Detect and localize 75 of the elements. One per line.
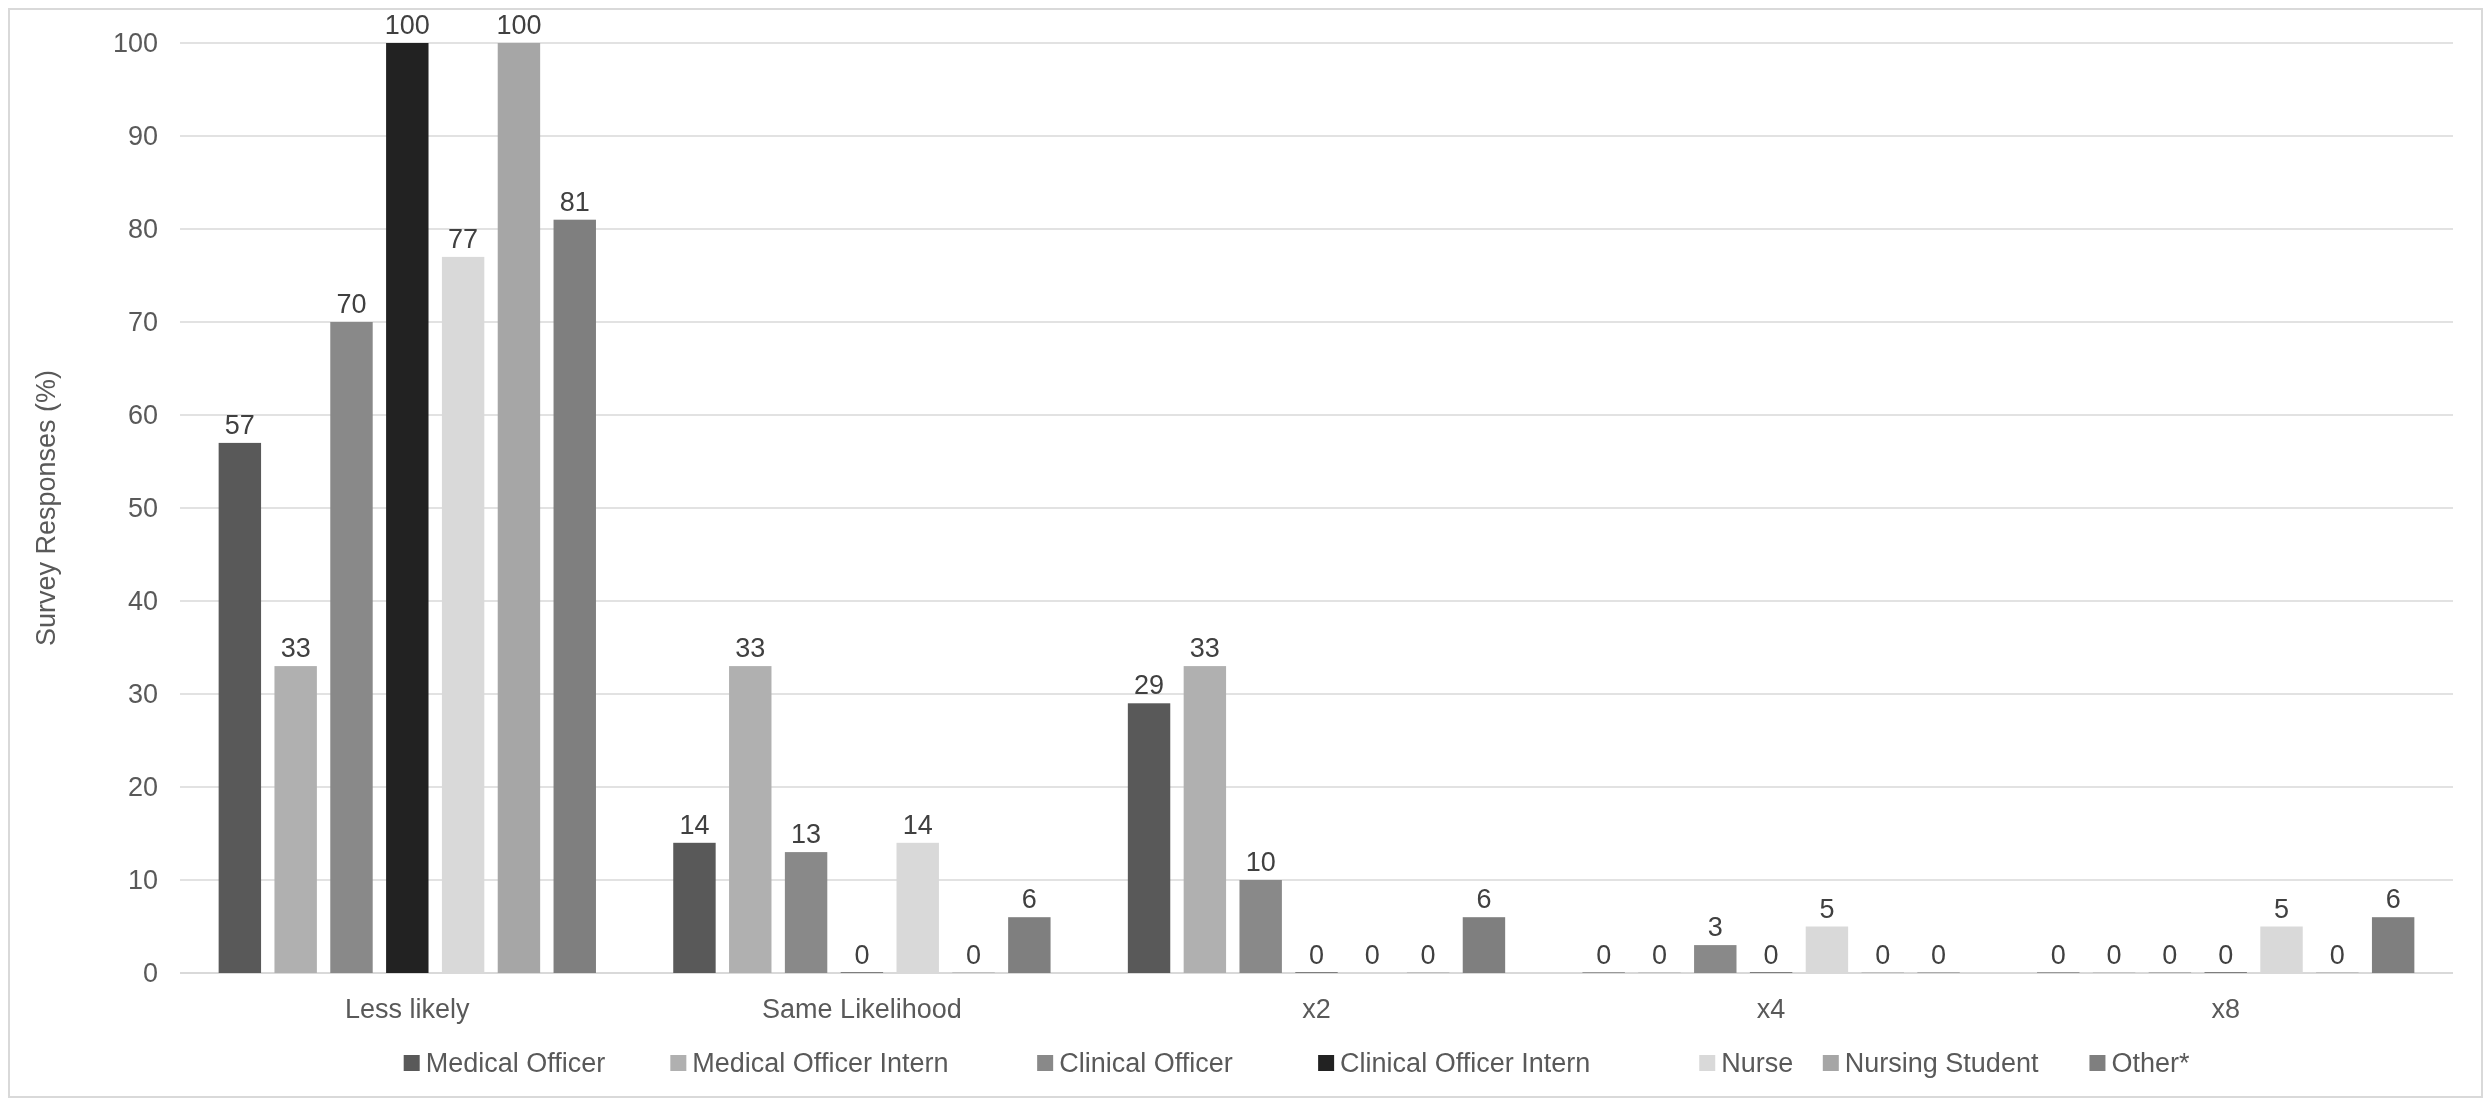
bar <box>330 322 373 973</box>
bar <box>274 666 317 973</box>
y-tick-label: 70 <box>127 307 158 338</box>
y-tick-label: 50 <box>127 493 158 524</box>
y-tick-label: 10 <box>127 865 158 896</box>
data-label: 0 <box>2050 940 2066 970</box>
data-label: 14 <box>902 809 933 840</box>
data-label: 0 <box>2162 940 2178 970</box>
x-tick-label: Less likely <box>345 994 471 1024</box>
y-tick-label: 80 <box>127 214 158 245</box>
data-label: 57 <box>224 409 255 440</box>
data-label: 0 <box>1875 940 1891 970</box>
bar <box>1008 917 1051 973</box>
data-label: 33 <box>1189 633 1220 664</box>
legend-label: Other* <box>2111 1048 2190 1079</box>
data-label: 33 <box>280 633 311 664</box>
data-label: 6 <box>1021 884 1037 915</box>
bar <box>729 666 772 973</box>
legend-label: Nurse <box>1721 1048 1794 1079</box>
legend-label: Medical Officer Intern <box>692 1048 949 1079</box>
data-label: 13 <box>791 819 822 850</box>
bar <box>1127 703 1171 973</box>
data-label: 29 <box>1134 670 1165 701</box>
data-label: 0 <box>1364 940 1380 970</box>
bar <box>386 43 429 973</box>
y-tick-label: 100 <box>112 28 158 59</box>
x-tick-label: x8 <box>2211 994 2240 1024</box>
legend-label: Clinical Officer Intern <box>1340 1048 1591 1079</box>
data-label: 0 <box>1931 940 1947 970</box>
data-label: 33 <box>735 633 766 664</box>
bar <box>2371 917 2415 973</box>
data-label: 10 <box>1245 847 1276 877</box>
data-label: 0 <box>1308 940 1325 970</box>
bar <box>1694 945 1737 973</box>
data-label: 0 <box>1420 940 1436 970</box>
bar <box>1462 917 1506 973</box>
bar <box>218 442 262 973</box>
y-tick-label: 0 <box>142 958 158 989</box>
y-tick-label: 60 <box>127 400 158 431</box>
data-label: 6 <box>1476 884 1492 915</box>
data-label: 5 <box>1819 893 1835 924</box>
data-label: 0 <box>1596 940 1612 970</box>
legend-label: Clinical Officer <box>1059 1048 1233 1079</box>
y-axis-title: Survey Responses (%) <box>31 369 61 647</box>
data-label: 77 <box>448 223 479 254</box>
x-tick-label: x2 <box>1302 994 1331 1024</box>
y-tick-label: 30 <box>127 679 158 710</box>
data-label: 0 <box>2106 940 2122 970</box>
data-label: 70 <box>336 289 367 319</box>
bar <box>553 219 596 973</box>
data-label: 0 <box>1651 940 1667 970</box>
legend-label: Nursing Student <box>1844 1048 2039 1079</box>
data-label: 3 <box>1707 912 1723 943</box>
data-label: 0 <box>2218 940 2234 970</box>
data-label: 81 <box>559 186 590 217</box>
bar <box>497 43 541 973</box>
data-label: 0 <box>854 940 870 970</box>
x-tick-label: Same Likelihood <box>762 994 962 1024</box>
data-label: 0 <box>966 940 982 970</box>
legend-label: Medical Officer <box>425 1048 606 1079</box>
bar <box>1183 666 1227 973</box>
data-label: 14 <box>679 809 710 840</box>
x-tick-label: x4 <box>1756 994 1786 1024</box>
data-label: 100 <box>384 10 430 40</box>
data-label: 0 <box>1763 940 1779 970</box>
data-label: 0 <box>2329 940 2345 970</box>
y-tick-label: 40 <box>127 586 158 617</box>
data-label: 5 <box>2274 893 2290 924</box>
y-tick-label: 90 <box>127 121 158 152</box>
bar <box>784 852 828 973</box>
y-tick-label: 20 <box>127 772 158 803</box>
bar <box>673 842 716 973</box>
data-label: 100 <box>496 10 542 40</box>
bar <box>1239 880 1282 973</box>
data-label: 6 <box>2385 884 2401 915</box>
